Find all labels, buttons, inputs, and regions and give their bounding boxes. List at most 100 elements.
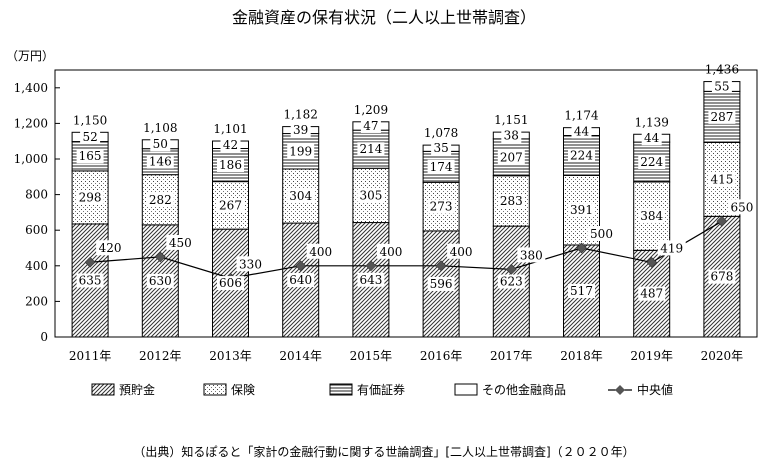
y-tick-label: 1,000 [14, 152, 48, 166]
segment-value-label: 35 [433, 141, 448, 155]
median-value-label: 380 [520, 248, 543, 262]
source-note: （出典）知るぽると「家計の金融行動に関する世論調査」[二人以上世帯調査]（２０２… [133, 444, 634, 459]
median-label-bg [166, 234, 195, 250]
legend-label: その他金融商品 [482, 382, 566, 397]
value-label-bg [217, 276, 244, 291]
median-value-label: 450 [169, 236, 192, 250]
segment-value-label: 50 [153, 137, 168, 151]
total-label: 1,209 [354, 103, 388, 117]
segment-value-label: 39 [293, 123, 308, 137]
segment-value-label: 305 [359, 188, 382, 202]
segment-value-label: 623 [500, 275, 523, 289]
median-label-bg [587, 226, 616, 241]
median-value-label: 419 [660, 241, 683, 255]
segment-value-label: 165 [79, 149, 102, 163]
segment-value-label: 273 [430, 200, 453, 214]
segment-value-label: 282 [149, 193, 172, 207]
segment-value-label: 640 [289, 273, 312, 287]
y-tick-label: 800 [25, 188, 48, 202]
segment-value-label: 678 [710, 270, 733, 284]
value-label-bg [287, 189, 315, 204]
total-label: 1,150 [73, 113, 107, 127]
x-tick-label: 2015年 [350, 349, 393, 363]
x-tick-label: 2011年 [69, 349, 112, 363]
median-label-bg [376, 243, 405, 259]
value-label-bg [427, 199, 455, 214]
median-point [505, 263, 517, 275]
value-label-bg [76, 149, 104, 164]
median-point [576, 242, 587, 254]
value-label-bg [146, 154, 174, 169]
value-label-bg [497, 193, 525, 208]
value-label-bg [146, 192, 174, 207]
value-label-bg [290, 123, 311, 138]
median-point [84, 256, 96, 268]
segment-value-label: 44 [574, 125, 590, 139]
value-label-bg [708, 109, 736, 124]
x-tick-label: 2018年 [560, 349, 603, 363]
unit-label: （万円） [6, 49, 54, 63]
median-point [365, 260, 377, 272]
segment-value-label: 596 [430, 277, 453, 291]
segment-value-label: 384 [640, 209, 663, 223]
y-tick-label: 1,200 [14, 116, 48, 130]
segment-value-label: 267 [219, 198, 242, 212]
segment-value-label: 391 [570, 203, 593, 217]
x-tick-label: 2016年 [420, 349, 463, 363]
segment-value-label: 487 [640, 287, 663, 301]
median-label-bg [517, 247, 546, 263]
value-label-bg [708, 172, 736, 187]
median-value-label: 650 [730, 200, 753, 214]
plot-frame [54, 69, 758, 338]
value-label-bg [80, 129, 101, 144]
value-label-bg [638, 209, 666, 224]
segment-value-label: 635 [79, 273, 102, 287]
value-label-bg [501, 128, 522, 143]
value-label-bg [150, 137, 171, 152]
segment-value-label: 606 [219, 276, 242, 290]
median-label-bg [306, 243, 335, 259]
value-label-bg [711, 79, 732, 94]
value-label-bg [76, 273, 104, 288]
value-label-bg [217, 198, 244, 213]
total-label: 1,182 [284, 108, 318, 122]
value-label-bg [76, 190, 104, 205]
segment-value-label: 224 [640, 155, 663, 169]
value-label-bg [427, 159, 455, 174]
x-tick-label: 2017年 [490, 349, 533, 363]
segment-value-label: 38 [504, 129, 519, 143]
segment-value-label: 224 [570, 148, 593, 162]
value-label-bg [641, 131, 662, 146]
value-label-bg [708, 269, 736, 284]
median-label-bg [236, 256, 265, 272]
median-line [90, 220, 723, 279]
legend-swatch [454, 383, 478, 396]
median-label-bg [657, 240, 686, 256]
y-tick-label: 1,400 [14, 81, 48, 95]
segment-value-label: 643 [359, 273, 382, 287]
segment-value-label: 47 [363, 119, 378, 133]
legend-swatch [329, 383, 353, 396]
total-label: 1,436 [705, 63, 739, 77]
legend-label: 有価証券 [357, 382, 405, 397]
median-point [435, 260, 447, 272]
segment-value-label: 207 [500, 150, 523, 164]
total-label: 1,151 [494, 113, 528, 127]
segment-value-label: 214 [359, 142, 382, 156]
legend-label: 保険 [231, 383, 255, 397]
segment-value-label: 174 [430, 160, 453, 174]
segment-value-label: 630 [149, 274, 172, 288]
x-tick-label: 2012年 [139, 349, 182, 363]
value-label-bg [357, 142, 385, 157]
median-point [716, 215, 728, 227]
value-label-bg [427, 276, 455, 291]
x-tick-label: 2013年 [209, 349, 252, 363]
value-label-bg [571, 124, 592, 139]
value-label-bg [220, 137, 241, 152]
median-point [646, 256, 658, 268]
value-label-bg [638, 155, 666, 170]
y-tick-label: 600 [25, 223, 48, 237]
legend-label: 預貯金 [119, 382, 155, 397]
median-value-label: 400 [450, 245, 473, 259]
